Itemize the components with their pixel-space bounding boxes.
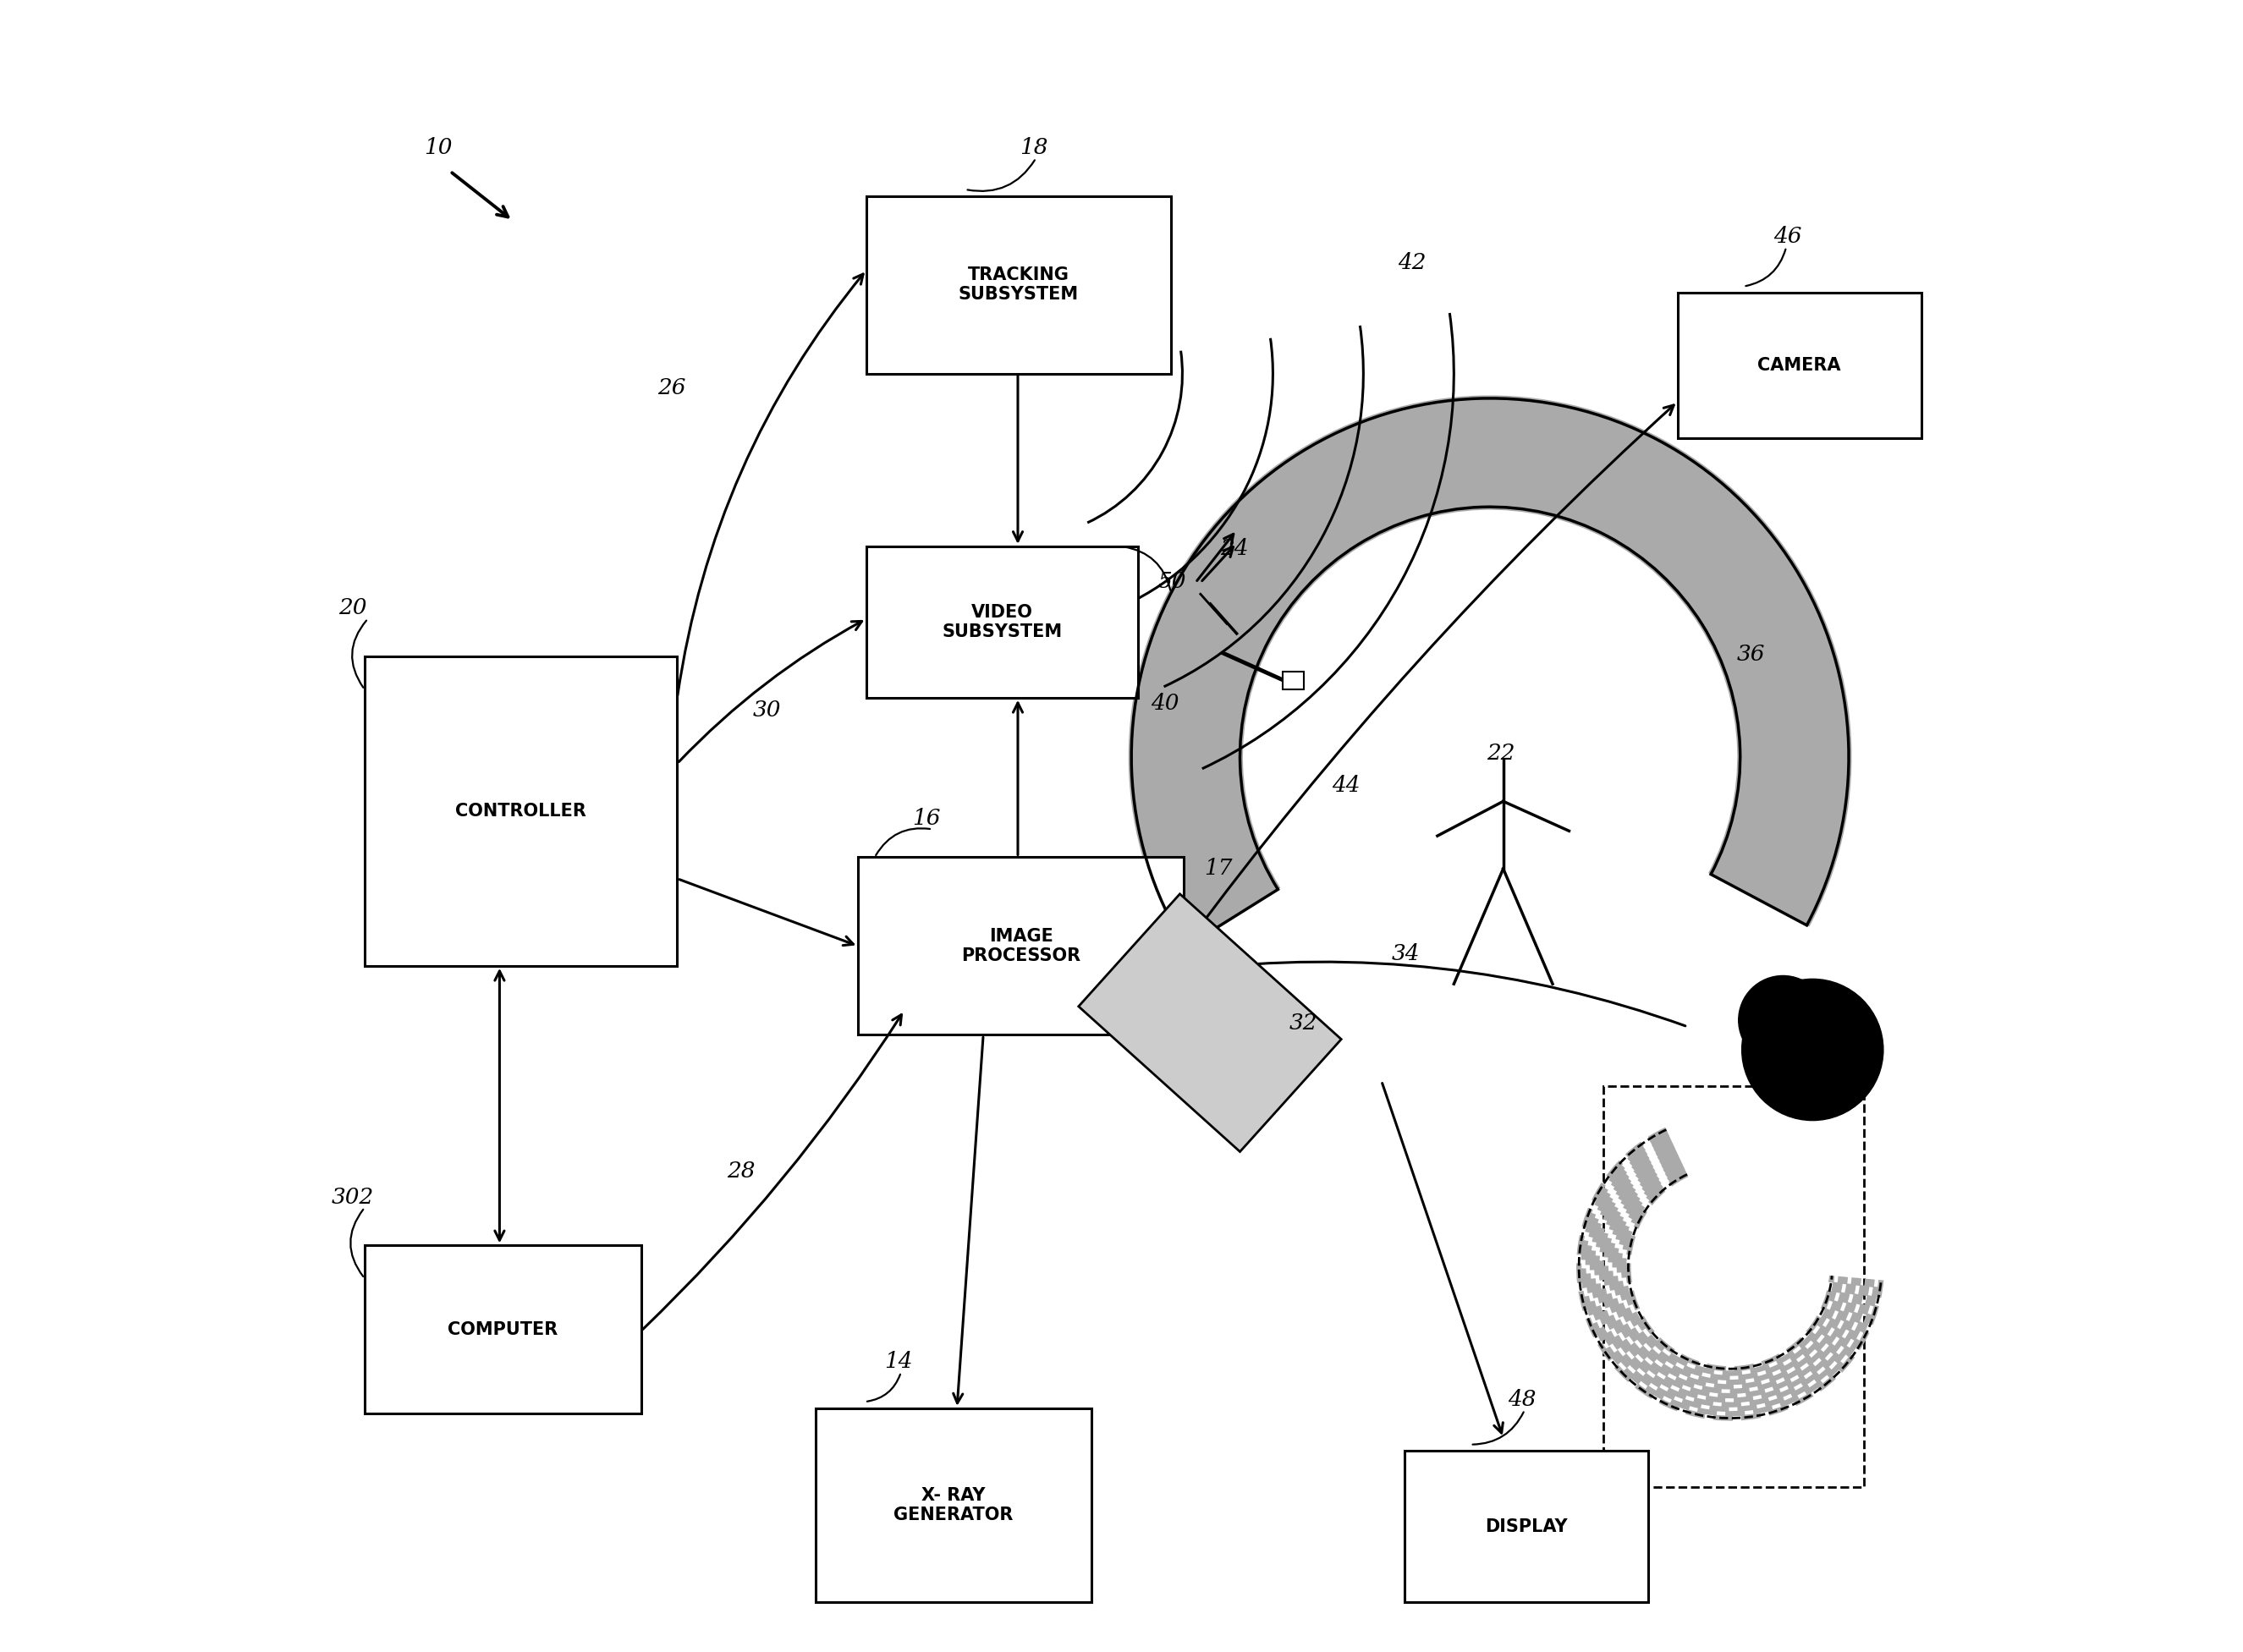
Text: VIDEO
SUBSYSTEM: VIDEO SUBSYSTEM xyxy=(942,603,1063,641)
Text: 20: 20 xyxy=(339,598,366,620)
Bar xyxy=(1604,1085,1864,1487)
Circle shape xyxy=(1453,661,1552,760)
Bar xyxy=(866,547,1137,697)
Bar xyxy=(366,1246,641,1412)
Bar xyxy=(816,1408,1092,1602)
Text: 42: 42 xyxy=(1397,253,1427,273)
Text: 40: 40 xyxy=(1151,692,1180,714)
Text: 50: 50 xyxy=(1157,572,1187,593)
Polygon shape xyxy=(1079,894,1341,1151)
Text: 16: 16 xyxy=(913,808,940,829)
Text: 44: 44 xyxy=(1332,775,1362,796)
Text: 28: 28 xyxy=(727,1160,756,1181)
Circle shape xyxy=(1738,976,1828,1064)
Bar xyxy=(366,656,677,966)
Text: TRACKING
SUBSYSTEM: TRACKING SUBSYSTEM xyxy=(958,266,1079,302)
Circle shape xyxy=(1743,980,1884,1120)
Text: 26: 26 xyxy=(657,377,686,398)
Text: 18: 18 xyxy=(1021,137,1047,159)
Text: 46: 46 xyxy=(1772,226,1801,248)
Bar xyxy=(1283,671,1303,689)
Text: IMAGE
PROCESSOR: IMAGE PROCESSOR xyxy=(962,928,1081,965)
Text: 24: 24 xyxy=(1220,539,1249,560)
Text: 32: 32 xyxy=(1290,1013,1317,1032)
Text: 10: 10 xyxy=(424,137,453,159)
Text: 14: 14 xyxy=(884,1351,913,1373)
Text: 22: 22 xyxy=(1487,742,1514,763)
Bar xyxy=(866,197,1171,373)
Text: CAMERA: CAMERA xyxy=(1759,357,1842,373)
Text: 30: 30 xyxy=(754,699,781,720)
Text: 48: 48 xyxy=(1507,1389,1536,1409)
Text: DISPLAY: DISPLAY xyxy=(1485,1518,1568,1535)
Text: 17: 17 xyxy=(1204,857,1231,879)
Text: X- RAY
GENERATOR: X- RAY GENERATOR xyxy=(895,1487,1014,1523)
Text: 34: 34 xyxy=(1391,943,1420,965)
Bar xyxy=(1404,1450,1649,1602)
Text: 302: 302 xyxy=(332,1186,375,1208)
Text: COMPUTER: COMPUTER xyxy=(449,1322,559,1338)
Text: 36: 36 xyxy=(1736,644,1765,664)
Bar xyxy=(859,857,1184,1034)
Text: CONTROLLER: CONTROLLER xyxy=(455,803,585,819)
Bar xyxy=(1678,292,1922,438)
